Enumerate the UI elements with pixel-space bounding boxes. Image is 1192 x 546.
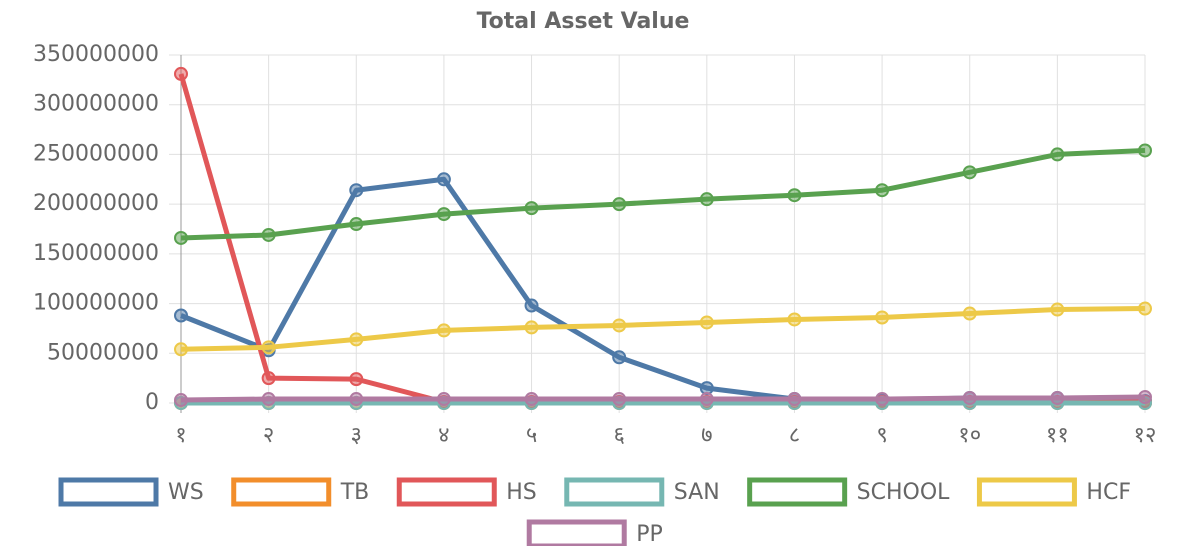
series-line: [180, 147, 1146, 241]
point: [174, 342, 188, 357]
point: [962, 391, 977, 406]
point: [875, 183, 890, 198]
y-tick-label: 100000000: [33, 291, 159, 316]
legend-swatch: [231, 477, 332, 507]
chart-title: Total Asset Value: [477, 9, 690, 34]
point: [174, 66, 188, 81]
point: [524, 201, 539, 216]
point: [436, 323, 451, 338]
point: [962, 165, 977, 180]
legend-item: SCHOOL: [747, 477, 951, 507]
point: [524, 320, 539, 335]
point: [1050, 302, 1065, 317]
y-tick-label: 200000000: [33, 191, 159, 216]
point: [436, 207, 451, 222]
point: [787, 392, 802, 407]
point: [875, 310, 890, 325]
x-tick-label: ९: [876, 423, 887, 448]
point: [436, 172, 451, 187]
point: [174, 308, 188, 323]
x-tick-label: ५: [526, 423, 537, 448]
point: [349, 332, 364, 347]
legend-item: WS: [58, 477, 204, 507]
point: [612, 197, 627, 212]
point: [787, 188, 802, 203]
point: [261, 392, 276, 407]
legend-label: SAN: [674, 480, 720, 505]
point: [1050, 147, 1065, 162]
y-tick-label: 0: [145, 390, 159, 415]
point: [436, 392, 451, 407]
x-tick-label: ३: [351, 423, 362, 448]
point: [1138, 390, 1152, 405]
point: [1050, 391, 1065, 406]
point: [962, 306, 977, 321]
legend-swatch: [396, 477, 497, 507]
y-tick-label: 150000000: [33, 241, 159, 266]
point: [174, 393, 188, 408]
point: [787, 312, 802, 327]
point: [261, 371, 276, 386]
legend-swatch: [976, 477, 1077, 507]
series-line: [180, 306, 1146, 352]
y-tick-label: 350000000: [33, 42, 159, 67]
point: [349, 372, 364, 387]
x-tick-label: ११: [1046, 423, 1069, 448]
legend-swatch: [564, 477, 665, 507]
x-tick-label: ८: [789, 423, 800, 448]
legend-item: SAN: [564, 477, 720, 507]
series-line: [180, 176, 1146, 404]
x-tick-label: १२: [1134, 423, 1157, 448]
point: [699, 392, 714, 407]
point: [524, 298, 539, 313]
legend-swatch: [58, 477, 159, 507]
legend-item: PP: [526, 519, 663, 546]
x-tick-label: ६: [613, 423, 624, 448]
point: [349, 183, 364, 198]
x-tick-label: १: [175, 423, 186, 448]
point: [1138, 301, 1152, 316]
legend-label: HCF: [1086, 480, 1131, 505]
legend-label: PP: [636, 522, 663, 546]
point: [612, 350, 627, 365]
x-tick-label: ७: [701, 423, 712, 448]
legend-swatch: [747, 477, 848, 507]
x-tick-label: ४: [438, 423, 449, 448]
legend-swatch: [526, 519, 627, 546]
point: [524, 392, 539, 407]
point: [261, 227, 276, 242]
legend-label: SCHOOL: [857, 480, 951, 505]
x-tick-label: १०: [958, 423, 981, 448]
legend-item: HS: [396, 477, 537, 507]
y-tick-label: 250000000: [33, 141, 159, 166]
series-line: [180, 394, 1146, 403]
legend-label: WS: [168, 480, 204, 505]
point: [612, 318, 627, 333]
legend-item: HCF: [976, 477, 1131, 507]
point: [612, 392, 627, 407]
point: [349, 392, 364, 407]
y-tick-label: 50000000: [47, 340, 159, 365]
legend-label: HS: [506, 480, 537, 505]
point: [699, 192, 714, 207]
point: [699, 315, 714, 330]
point: [1138, 143, 1152, 158]
point: [875, 392, 890, 407]
y-tick-label: 300000000: [33, 92, 159, 117]
point: [349, 217, 364, 232]
legend-label: TB: [340, 480, 370, 505]
legend-item: TB: [231, 477, 370, 507]
x-tick-label: २: [263, 423, 274, 448]
point: [261, 340, 276, 355]
point: [174, 230, 188, 245]
